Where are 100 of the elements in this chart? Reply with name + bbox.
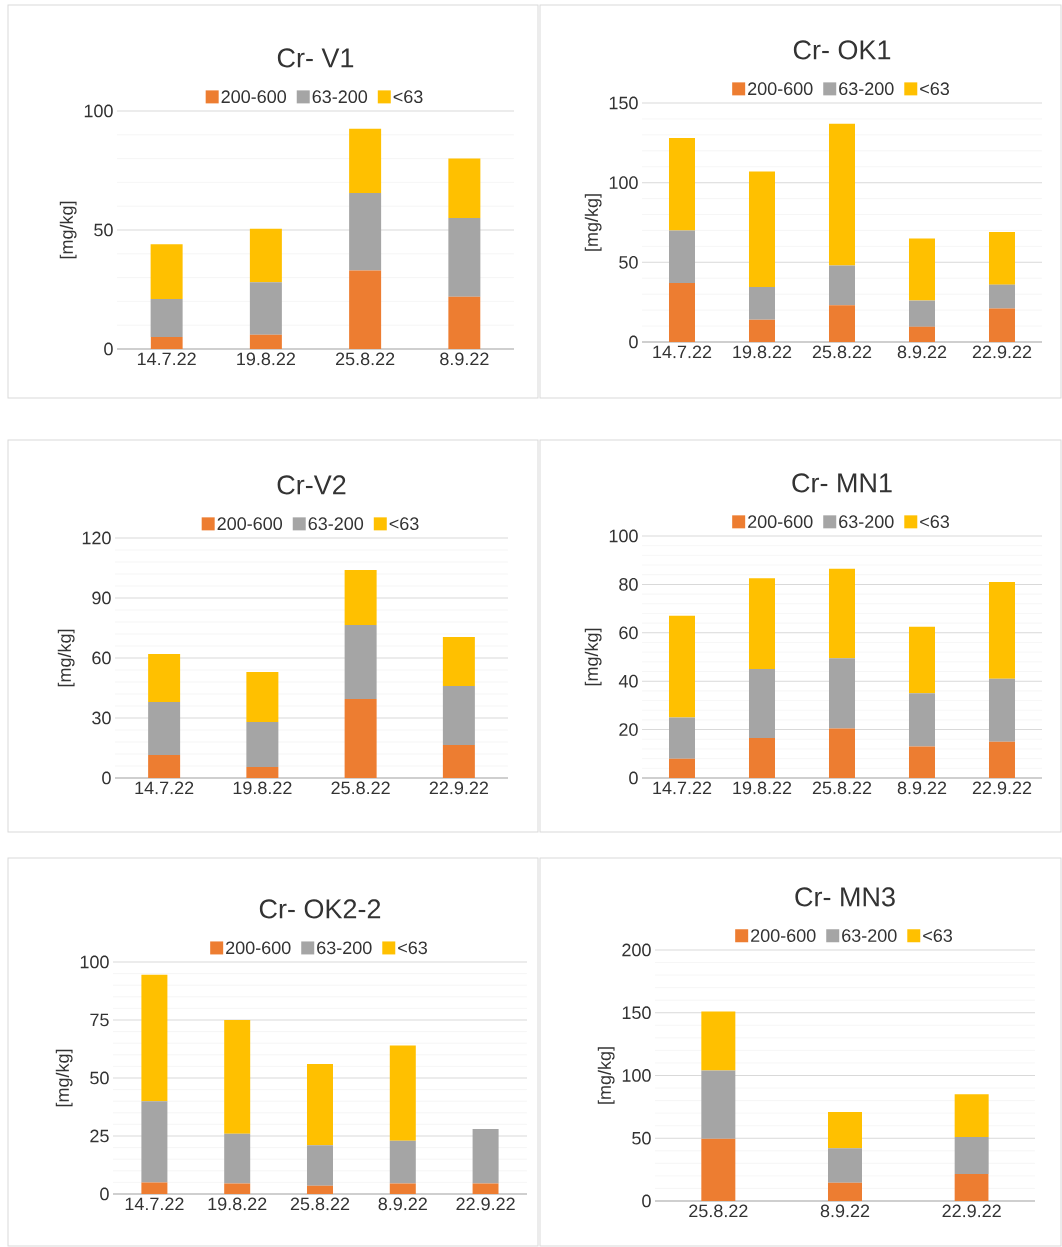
y-axis-title: [mg/kg] (55, 1049, 73, 1107)
bar (989, 741, 1015, 778)
x-tick-label: 14.7.22 (653, 781, 712, 795)
bar (224, 1183, 251, 1194)
legend-label: <63 (920, 515, 950, 529)
legend-label: <63 (920, 82, 950, 96)
bar (141, 1182, 168, 1194)
legend-label: 200-600 (226, 941, 291, 955)
x-tick-label: 8.9.22 (897, 345, 947, 359)
bar (249, 334, 282, 349)
bar (448, 158, 481, 219)
bar (148, 754, 181, 778)
y-tick-label: 0 (629, 335, 638, 349)
x-tick-label: 14.7.22 (137, 352, 196, 366)
legend-label: 63-200 (839, 82, 894, 96)
chart-title: Cr- OK1 (793, 40, 891, 60)
bar (442, 636, 475, 686)
bar (344, 569, 377, 625)
y-tick-label: 100 (609, 176, 638, 190)
bar (349, 128, 382, 194)
y-tick-label: 100 (80, 955, 109, 969)
chart-title: Cr- OK2-2 (259, 899, 381, 919)
x-tick-label: 19.8.22 (237, 352, 295, 366)
bar (829, 265, 855, 306)
x-tick-label: 8.9.22 (820, 1204, 870, 1218)
bar (246, 766, 279, 778)
legend-label: 200-600 (751, 929, 816, 942)
legend-label: 63-200 (842, 929, 897, 942)
bar (472, 1129, 499, 1184)
y-tick-label: 90 (92, 591, 111, 605)
x-tick-label: 8.9.22 (378, 1197, 427, 1211)
bar (908, 746, 935, 778)
x-tick-label: 22.9.22 (942, 1204, 1001, 1218)
bar (344, 698, 377, 778)
bar (306, 1145, 333, 1186)
y-tick-label: 150 (609, 96, 638, 110)
bar (224, 1019, 251, 1134)
bar (908, 693, 935, 747)
y-tick-label: 30 (92, 711, 111, 725)
bar (349, 193, 382, 271)
bar (749, 578, 775, 670)
bar (701, 1138, 736, 1201)
x-tick-label: 25.8.22 (290, 1197, 350, 1211)
bar (669, 615, 695, 718)
bar (141, 974, 168, 1102)
y-tick-label: 50 (619, 255, 638, 269)
x-tick-label: 22.9.22 (429, 781, 488, 795)
bar (828, 1148, 862, 1183)
y-tick-label: 150 (622, 1006, 651, 1020)
bar (701, 1011, 736, 1071)
y-axis-title: [mg/kg] (597, 1047, 615, 1104)
bar (669, 283, 695, 342)
y-tick-label: 40 (618, 674, 638, 688)
bar (749, 171, 775, 288)
y-axis-title: [mg/kg] (57, 629, 75, 687)
bar (669, 758, 695, 778)
bar (908, 626, 935, 694)
legend-label: <63 (923, 929, 953, 942)
y-tick-label: 0 (100, 1187, 109, 1201)
bar (954, 1094, 989, 1137)
bar (472, 1183, 499, 1194)
y-tick-label: 0 (642, 1194, 651, 1208)
bar (989, 308, 1015, 342)
x-tick-label: 25.8.22 (336, 352, 395, 366)
y-tick-label: 100 (84, 104, 113, 118)
bar (148, 701, 181, 755)
bar (989, 581, 1015, 679)
bar (669, 138, 695, 231)
y-tick-label: 0 (629, 771, 638, 785)
x-tick-label: 14.7.22 (653, 345, 712, 359)
x-tick-label: 14.7.22 (125, 1197, 184, 1211)
bar (829, 728, 855, 778)
x-tick-label: 8.9.22 (897, 781, 947, 795)
legend-label: <63 (398, 941, 428, 955)
legend-label: <63 (389, 517, 419, 531)
legend-label: 63-200 (317, 941, 372, 955)
chart-title: Cr- MN1 (792, 473, 892, 493)
x-tick-label: 14.7.22 (135, 781, 194, 795)
bar (306, 1185, 333, 1194)
chart-title: Cr- MN3 (795, 887, 895, 907)
legend-label: 200-600 (221, 90, 287, 104)
bar (249, 282, 282, 335)
y-tick-label: 25 (90, 1129, 109, 1143)
y-tick-label: 50 (632, 1131, 651, 1145)
bar (828, 1111, 862, 1149)
x-tick-label: 22.9.22 (456, 1197, 515, 1211)
y-tick-label: 200 (622, 943, 651, 957)
x-tick-label: 22.9.22 (972, 781, 1032, 795)
y-tick-label: 60 (619, 626, 638, 640)
x-tick-label: 22.9.22 (972, 345, 1032, 359)
chart-title: Cr-V2 (277, 475, 346, 495)
bar (442, 685, 475, 745)
bar (141, 1101, 168, 1183)
bar (989, 678, 1015, 742)
bar (224, 1133, 251, 1184)
bar (442, 744, 475, 778)
bar (749, 738, 775, 778)
x-tick-label: 19.8.22 (233, 781, 292, 795)
legend-label: 63-200 (308, 517, 364, 531)
y-tick-label: 50 (94, 223, 113, 237)
